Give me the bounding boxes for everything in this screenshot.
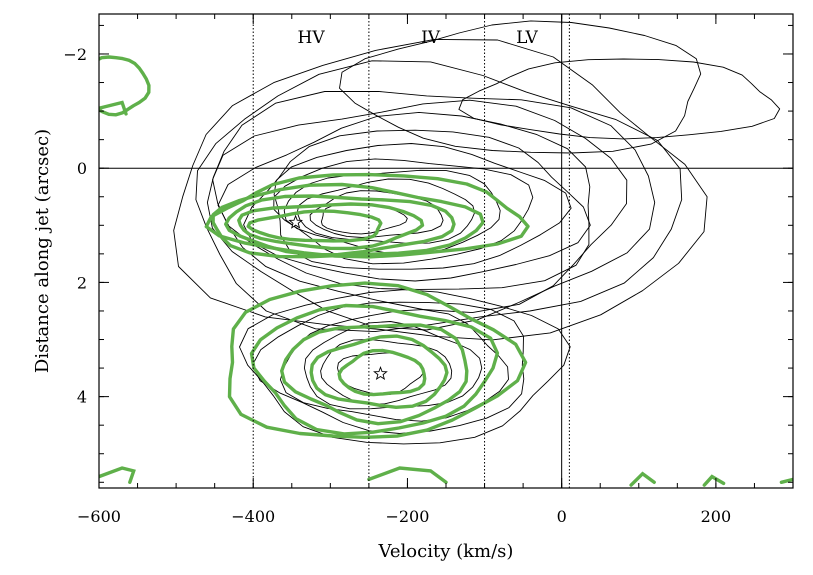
- star-marker-0: [288, 214, 304, 229]
- black-contour-18: [339, 20, 702, 154]
- black-contour-15: [303, 321, 483, 410]
- green-contour-0: [211, 182, 485, 259]
- black-contour-3: [212, 99, 628, 314]
- x-tick-label: 200: [701, 507, 732, 526]
- green-contour-5: [227, 281, 528, 439]
- green-contour-10: [99, 55, 151, 117]
- green-contour-fragment-2: [629, 471, 656, 487]
- x-tick-label: 0: [557, 507, 567, 526]
- contours-layer: [99, 20, 793, 487]
- y-tick-label: −2: [63, 45, 87, 64]
- y-tick-label: 2: [77, 273, 87, 292]
- region-labels: HV IV LV: [298, 28, 539, 48]
- markers-layer: [288, 214, 388, 381]
- green-contour-7: [280, 323, 469, 426]
- green-contour-fragment-1: [367, 466, 448, 484]
- green-contour-2: [237, 202, 425, 251]
- green-contour-6: [249, 303, 500, 436]
- y-axis-title: Distance along jet (arcsec): [32, 129, 53, 373]
- black-contour-16: [320, 338, 453, 405]
- black-contour-12: [239, 289, 571, 445]
- black-contour-8: [283, 169, 501, 255]
- green-contour-fragment-3: [702, 474, 726, 487]
- y-tick-label: 0: [77, 159, 87, 178]
- axis-ticks: −600 −400 −200 0 200 −2 0 2 4: [63, 14, 794, 526]
- x-tick-label: −600: [77, 507, 121, 526]
- x-tick-label: −400: [231, 507, 275, 526]
- star-marker-1: [373, 366, 388, 381]
- region-label-hv: HV: [298, 28, 326, 48]
- x-axis-title: Velocity (km/s): [378, 541, 514, 562]
- black-contour-0: [173, 38, 708, 341]
- green-contour-fragment-0: [99, 466, 136, 484]
- black-contour-1: [195, 60, 683, 333]
- y-tick-label: 4: [77, 388, 87, 407]
- green-contour-8: [309, 334, 449, 409]
- green-contour-9: [337, 348, 427, 397]
- region-label-iv: IV: [421, 28, 441, 48]
- green-contour-3: [246, 209, 383, 243]
- x-tick-label: −200: [385, 507, 429, 526]
- black-contour-5: [243, 129, 591, 282]
- black-contour-2: [206, 90, 656, 331]
- black-contour-19: [458, 58, 781, 140]
- black-contour-4: [217, 111, 591, 290]
- region-label-lv: LV: [516, 28, 538, 48]
- green-contour-fragment-5: [99, 100, 128, 116]
- green-contour-fragment-4: [779, 477, 793, 484]
- reference-lines: [99, 14, 793, 488]
- green-contour-4: [204, 172, 530, 259]
- green-contour-1: [224, 194, 456, 257]
